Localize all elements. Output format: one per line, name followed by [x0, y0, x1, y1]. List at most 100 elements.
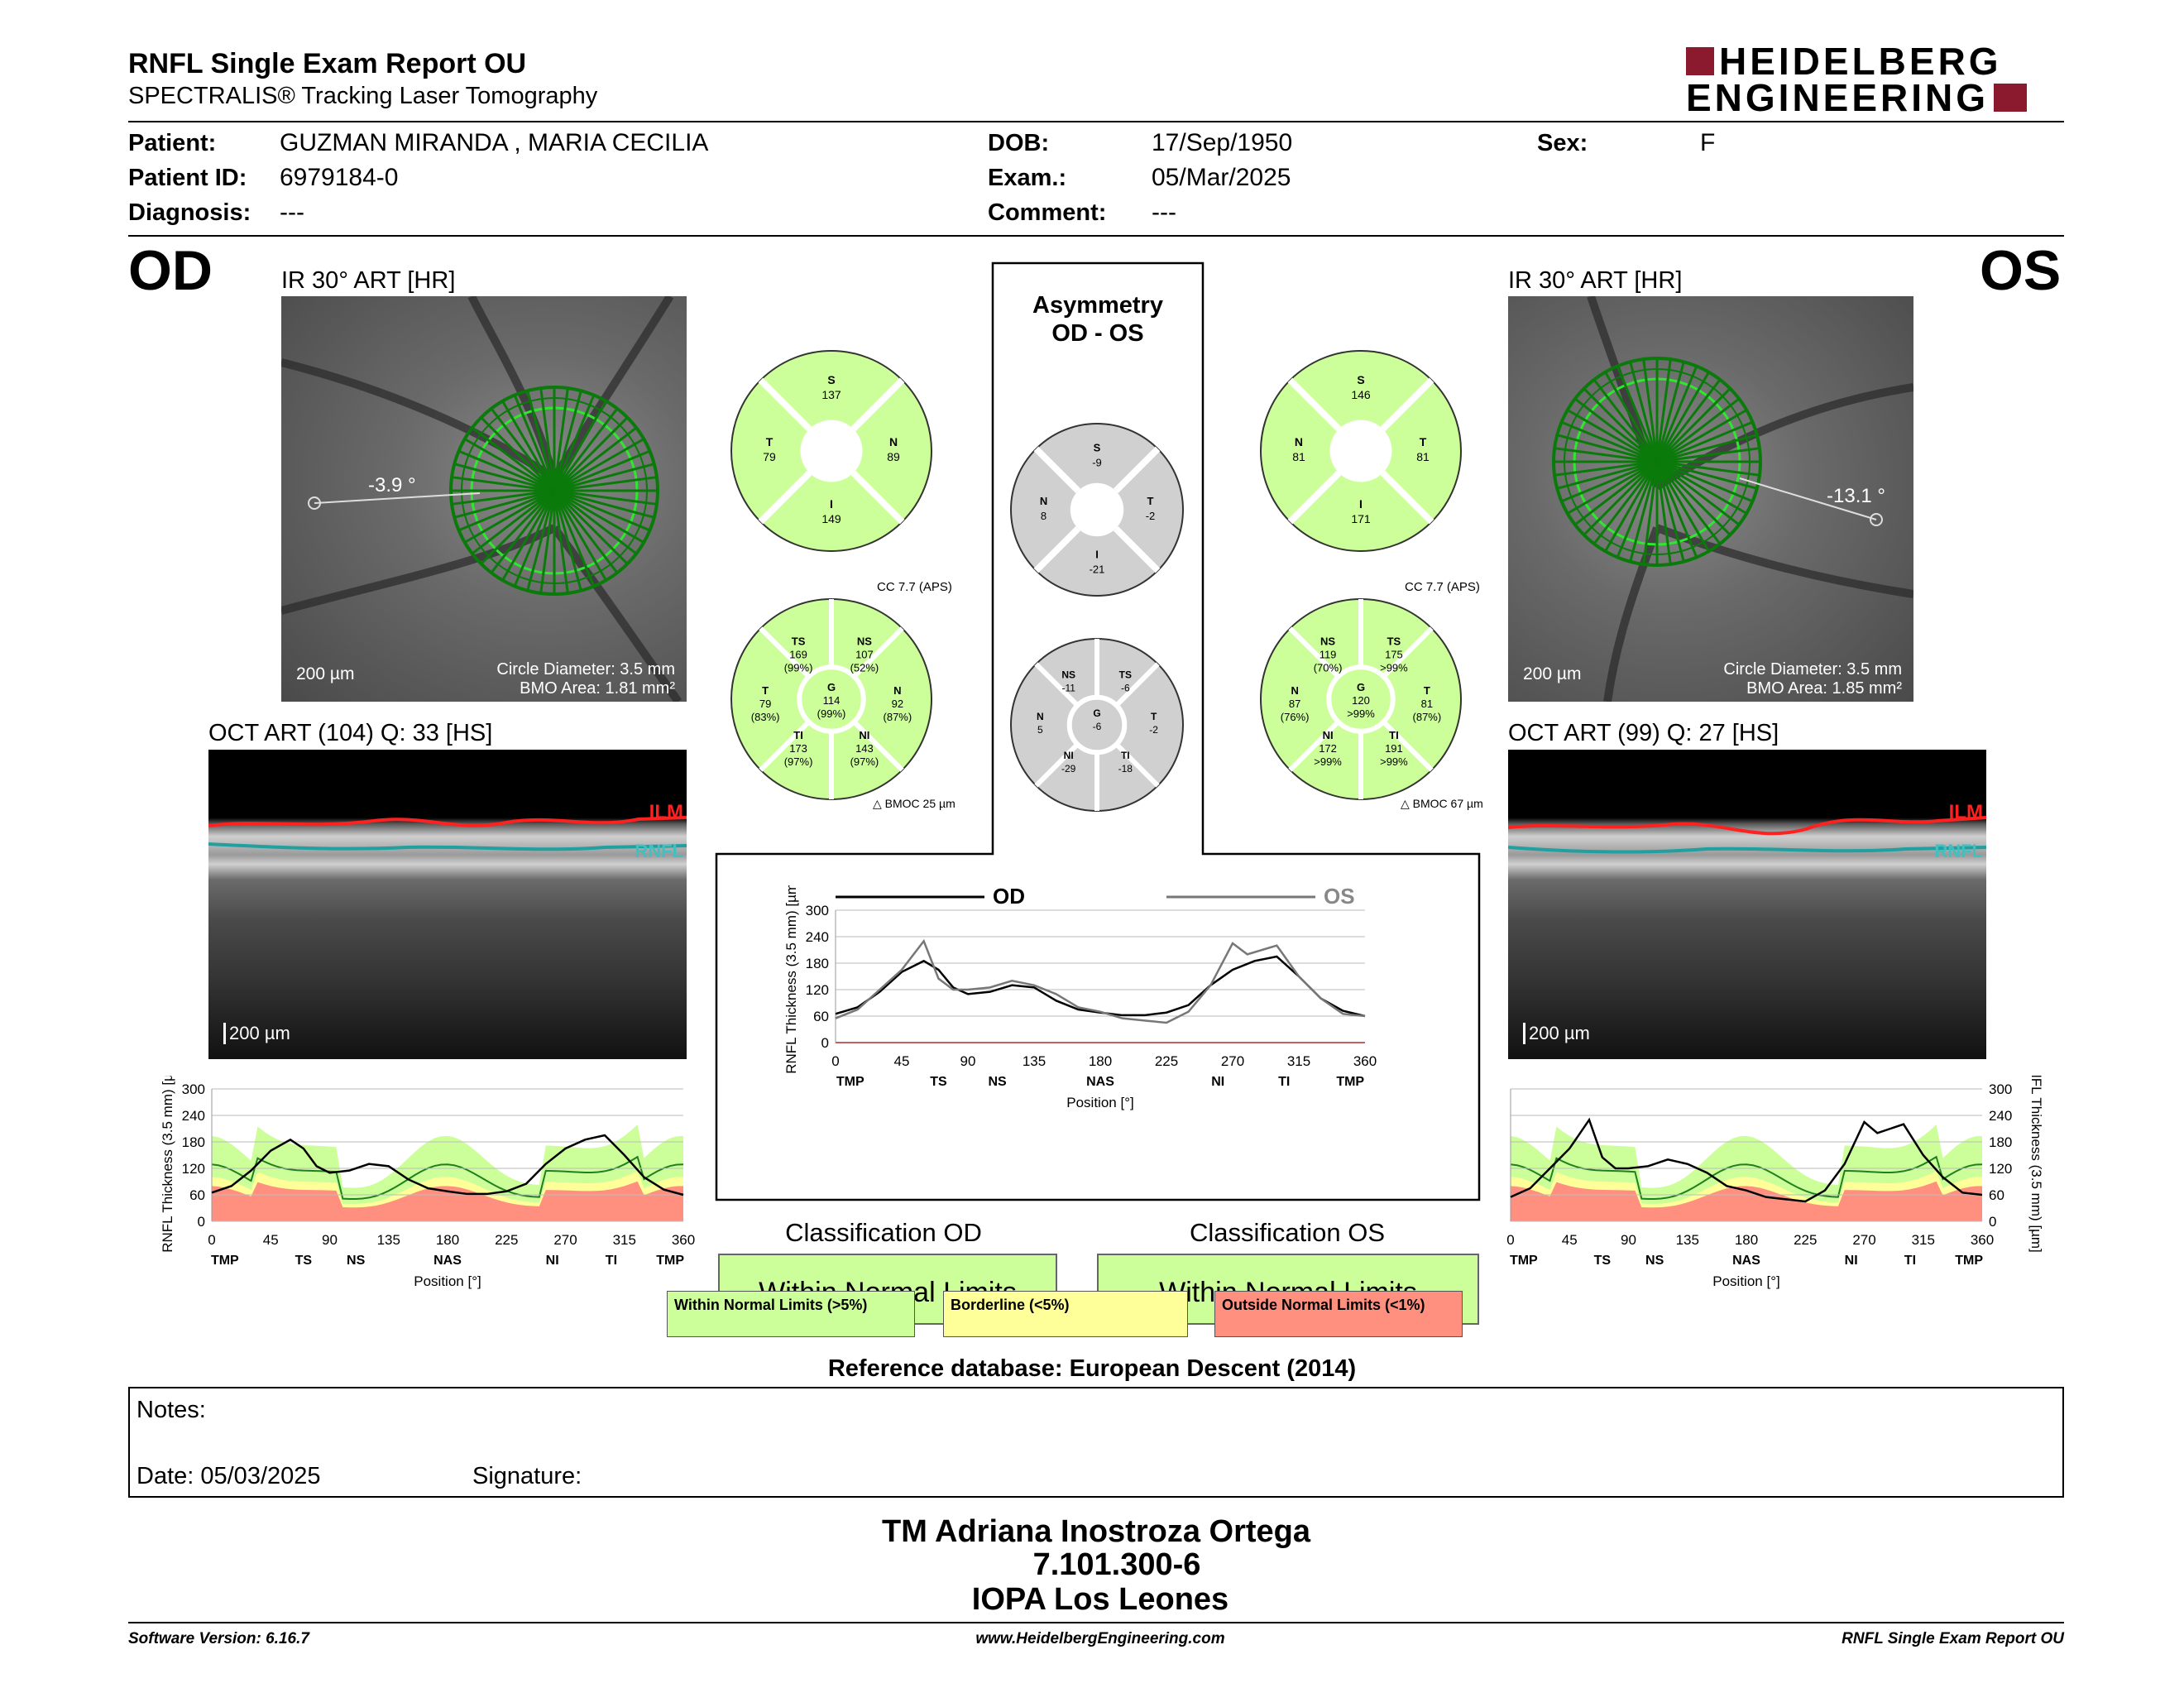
notes-signature: Signature:: [472, 1463, 582, 1489]
sector-label-S: S: [827, 373, 835, 386]
disc-center: [1070, 482, 1124, 537]
y-tick-0: 0: [821, 1035, 829, 1051]
series-line-OS: [1510, 1117, 1983, 1203]
os-label: OS: [1980, 239, 2062, 302]
y-tick-60: 60: [189, 1187, 205, 1203]
od-scale: 200 µm: [296, 664, 355, 683]
sector-label-NS: NS: [1061, 669, 1075, 681]
sector-TMP: TMP: [211, 1254, 239, 1268]
sector-value-N: 89: [887, 450, 900, 463]
sector-value-TI: 191: [1385, 742, 1403, 755]
sector-TI: TI: [1904, 1254, 1916, 1268]
series-line-OD: [835, 955, 1366, 1018]
sector-label-I: I: [1359, 497, 1363, 511]
sector-TS: TS: [295, 1254, 313, 1268]
y-tick-240: 240: [1989, 1108, 2012, 1124]
x-tick-270: 270: [553, 1232, 577, 1248]
sector-value-NS: (52%): [850, 662, 879, 674]
sector-NI: NI: [1845, 1254, 1858, 1268]
footer-website[interactable]: www.HeidelbergEngineering.com: [975, 1630, 1225, 1647]
sector-value-NI: 143: [855, 742, 874, 755]
sector-value-N: 92: [892, 698, 903, 710]
x-tick-90: 90: [322, 1232, 338, 1248]
y-axis-label: RNFL Thickness (3.5 mm) [µm]: [160, 1076, 175, 1253]
od-ilm-label: ILM: [649, 801, 683, 823]
os-tsnit-chart: 0 60 120 180 240 300 0 45 90 135 180 225 270 315 360 TM…: [1506, 1076, 2044, 1289]
sector-value-TI: (97%): [784, 755, 813, 768]
sector-value-TI: -18: [1118, 763, 1133, 774]
sector-label-N: N: [889, 435, 898, 448]
sector-label-TS: TS: [792, 635, 806, 648]
asym-sector-disc: NS -11 TS -6 N 5 G -6 T -2 NI -29 TI -18: [1010, 638, 1184, 812]
sector-value-N: 8: [1041, 510, 1046, 522]
os-bmoc: △ BMOC 67 µm: [1401, 797, 1483, 810]
od-label: OD: [128, 239, 213, 302]
disc-center: [1329, 420, 1392, 482]
ou-tsnit-chart: 0 60 120 180 240 300 0 45 90 135 180 225 270 315 360 TM…: [783, 885, 1377, 1110]
sector-TMP: TMP: [1336, 1075, 1364, 1089]
y-tick-300: 300: [1989, 1081, 2012, 1097]
od-cc-label: CC 7.7 (APS): [877, 580, 952, 594]
sex-label: Sex:: [1537, 130, 1588, 156]
sector-label-TI: TI: [1121, 750, 1130, 761]
sector-label-I: I: [830, 497, 833, 511]
x-tick-225: 225: [1794, 1232, 1817, 1248]
y-tick-0: 0: [1989, 1214, 1996, 1230]
sector-value-NI: >99%: [1314, 755, 1342, 768]
sector-value-S: 137: [821, 388, 841, 401]
y-tick-180: 180: [182, 1134, 205, 1150]
asymmetry-title: Asymmetry OD - OS: [1032, 292, 1163, 347]
y-tick-180: 180: [806, 956, 829, 971]
x-tick-180: 180: [1089, 1053, 1112, 1069]
x-tick-225: 225: [495, 1232, 518, 1248]
signature-name: TM Adriana Inostroza Ortega: [882, 1514, 1310, 1549]
x-tick-270: 270: [1221, 1053, 1244, 1069]
os-rnfl-label: RNFL: [1934, 841, 1983, 861]
sector-value-NS: 107: [855, 649, 874, 661]
sector-TS: TS: [1594, 1254, 1612, 1268]
sector-value-TS: (99%): [784, 662, 813, 674]
series-line-OD: [211, 1134, 684, 1196]
os-angle: -13.1 °: [1827, 485, 1885, 507]
sector-value-TS: >99%: [1380, 662, 1408, 674]
exam-date: 05/Mar/2025: [1152, 164, 1291, 191]
sector-value-S: -9: [1092, 457, 1102, 469]
sector-label-S: S: [1357, 373, 1364, 386]
notes-label: Notes:: [136, 1397, 206, 1423]
x-tick-0: 0: [831, 1053, 839, 1069]
diagnosis-label: Diagnosis:: [128, 199, 251, 226]
comment-label: Comment:: [988, 199, 1107, 226]
notes-box[interactable]: Notes: Date: 05/03/2025 Signature:: [128, 1387, 2064, 1498]
x-tick-45: 45: [894, 1053, 910, 1069]
sector-label-G: G: [1357, 681, 1365, 693]
sector-TI: TI: [606, 1254, 617, 1268]
comment-value: ---: [1152, 199, 1176, 226]
sector-value-T: 81: [1416, 450, 1430, 463]
y-tick-120: 120: [182, 1161, 205, 1177]
y-tick-60: 60: [813, 1009, 829, 1024]
diagnosis-value: ---: [280, 199, 304, 226]
od-oct-scale: 200 µm: [223, 1023, 290, 1044]
y-tick-120: 120: [1989, 1161, 2012, 1177]
classification-od-title: Classification OD: [785, 1218, 982, 1247]
sector-label-TS: TS: [1387, 635, 1401, 648]
x-tick-135: 135: [377, 1232, 400, 1248]
y-tick-180: 180: [1989, 1134, 2012, 1150]
normative-mean-line: [211, 1155, 684, 1201]
x-tick-360: 360: [1353, 1053, 1377, 1069]
legend-outside-normal: Outside Normal Limits (<1%): [1214, 1291, 1463, 1337]
notes-date: Date: 05/03/2025: [136, 1463, 321, 1489]
disc-center: [797, 664, 866, 734]
x-axis-label: Position [°]: [414, 1273, 481, 1289]
sector-label-TS: TS: [1119, 669, 1132, 681]
sector-label-T: T: [762, 684, 769, 697]
x-tick-225: 225: [1155, 1053, 1178, 1069]
sector-NS: NS: [988, 1075, 1007, 1089]
os-circle-diameter: Circle Diameter: 3.5 mm: [1723, 660, 1902, 679]
os-cc-label: CC 7.7 (APS): [1405, 580, 1480, 594]
sector-value-G: 120: [1352, 694, 1370, 707]
sector-label-G: G: [827, 681, 836, 693]
patient-name: GUZMAN MIRANDA , MARIA CECILIA: [280, 129, 709, 156]
sector-label-T: T: [1147, 495, 1154, 507]
od-ir-label: IR 30° ART [HR]: [281, 267, 456, 294]
